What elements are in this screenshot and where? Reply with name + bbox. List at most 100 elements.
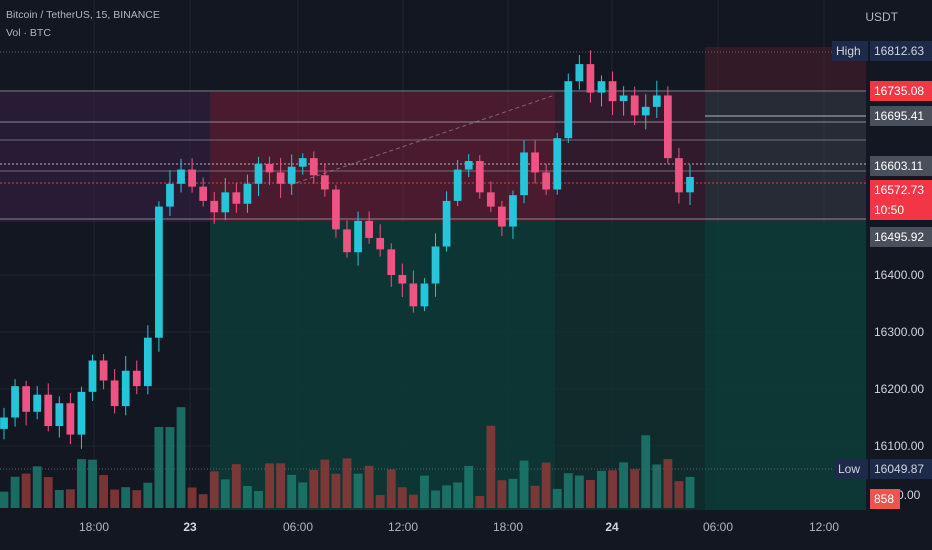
- candle-body: [608, 81, 617, 102]
- candle-body: [442, 200, 451, 247]
- volume-legend[interactable]: Vol · BTC: [6, 27, 51, 39]
- stop-loss-zone: [210, 92, 555, 222]
- candle-body: [22, 386, 31, 412]
- candle-body: [475, 161, 484, 193]
- volume-bar: [641, 435, 651, 508]
- volume-bar: [176, 407, 186, 508]
- volume-bar: [652, 464, 662, 508]
- candles: [0, 50, 694, 449]
- volume-bar: [663, 459, 673, 508]
- position-zones: [0, 47, 866, 510]
- candle-body: [121, 370, 130, 407]
- candle-body: [509, 195, 517, 227]
- candle-body: [110, 380, 119, 407]
- candle-body: [675, 158, 683, 193]
- candle-body: [343, 229, 351, 253]
- candle-body: [11, 386, 19, 418]
- time-label-24: 24: [605, 520, 619, 534]
- volume-bar: [597, 470, 606, 508]
- volume-bar: [187, 487, 197, 508]
- volume-bar: [353, 473, 363, 508]
- right-stop-zone: [555, 92, 705, 222]
- volume-bar: [99, 475, 109, 508]
- volume-bar: [65, 489, 75, 508]
- volume-bar: [420, 475, 429, 508]
- volume-bar: [574, 475, 584, 508]
- low-tag-value: 16049.87: [870, 459, 932, 479]
- candle-body: [498, 206, 506, 227]
- candle-body: [221, 192, 230, 213]
- candle-body: [254, 163, 263, 184]
- candle-body: [210, 200, 219, 213]
- currency-label: USDT: [865, 10, 898, 24]
- candle-body: [542, 172, 551, 190]
- time-label-23: 23: [183, 520, 197, 534]
- candle-body: [44, 394, 53, 427]
- candle-body: [232, 192, 241, 204]
- high-tag-label: High: [832, 41, 868, 61]
- volume-bar: [375, 495, 385, 508]
- volume-bar: [497, 480, 507, 508]
- last-price-tag: 16572.73: [870, 180, 932, 200]
- candle-body: [641, 106, 650, 116]
- volume-bar: [220, 479, 230, 508]
- volume-bar: [209, 471, 219, 508]
- volume-bar: [331, 473, 341, 508]
- volume-tag: 858: [870, 489, 900, 509]
- volume-bars: [0, 407, 695, 508]
- candle-body: [564, 81, 573, 139]
- candle-body: [464, 161, 473, 170]
- volume-bar: [453, 482, 463, 508]
- candle-body: [486, 192, 495, 207]
- volume-bar: [464, 465, 474, 508]
- volume-bar: [408, 494, 418, 508]
- take-profit-zone: [210, 222, 555, 510]
- price-tick-16200: 16200.00: [874, 382, 925, 396]
- candle-body: [332, 189, 340, 230]
- price-tick-16400: 16400.00: [874, 268, 925, 282]
- volume-bar: [674, 481, 684, 508]
- volume-bar: [143, 482, 153, 508]
- volume-bar: [530, 485, 540, 508]
- volume-bar: [88, 459, 97, 508]
- candle-body: [398, 275, 407, 284]
- volume-bar: [397, 487, 407, 508]
- volume-bar: [486, 425, 496, 508]
- price-axis-background: [866, 0, 932, 510]
- candle-body: [188, 169, 196, 187]
- price-levels: [0, 51, 866, 470]
- candle-body: [652, 95, 661, 107]
- time-label-1200: 12:00: [387, 520, 419, 534]
- volume-bar: [608, 470, 617, 508]
- volume-bar: [552, 488, 562, 508]
- candle-body: [453, 169, 462, 201]
- volume-bar: [320, 459, 330, 508]
- price-tick-bottom: 0.00: [897, 488, 921, 502]
- candle-body: [298, 158, 307, 167]
- volume-bar: [563, 473, 573, 508]
- symbol-legend[interactable]: Bitcoin / TetherUS, 15, BINANCE: [6, 9, 160, 21]
- level-a-tag: 16695.41: [870, 106, 932, 126]
- candle-body: [199, 186, 208, 201]
- volume-bar: [386, 469, 396, 508]
- candle-body: [619, 95, 628, 102]
- time-axis-background: [0, 510, 866, 550]
- candle-body: [387, 249, 396, 275]
- candle-body: [320, 175, 329, 190]
- volume-bar: [364, 465, 374, 508]
- candle-body: [287, 166, 296, 184]
- candle-body: [376, 237, 385, 250]
- high-tag-value: 16812.63: [870, 41, 932, 61]
- candle-body: [597, 81, 606, 93]
- volume-bar: [630, 469, 640, 508]
- candle-body: [166, 183, 174, 207]
- upper-target-tag: 16735.08: [870, 81, 932, 101]
- candle-body: [409, 283, 418, 307]
- volume-bar: [431, 490, 440, 508]
- volume-bar: [77, 459, 86, 508]
- candle-body: [33, 394, 42, 412]
- level-b-tag: 16603.11: [870, 156, 932, 176]
- volume-bar: [198, 494, 208, 508]
- candle-body: [243, 183, 252, 204]
